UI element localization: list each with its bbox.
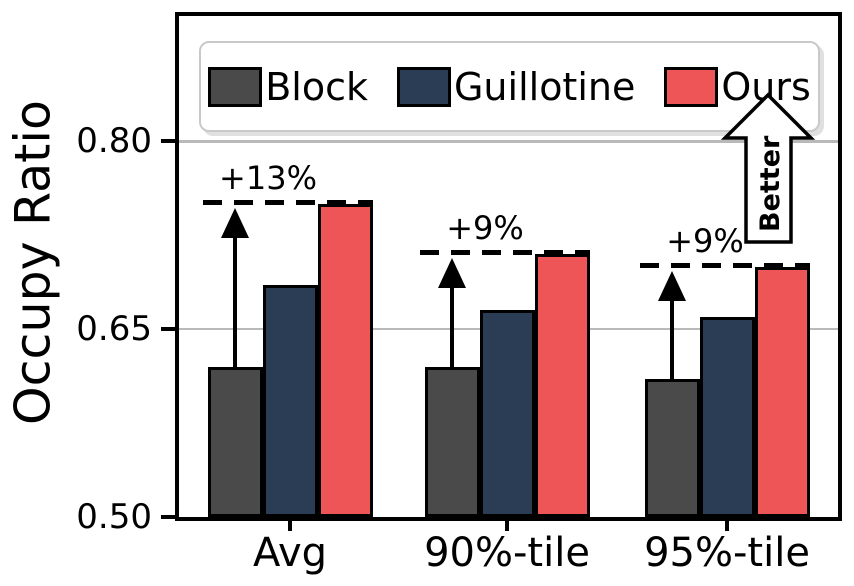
gain-arrow-shaft-1 [450, 261, 454, 367]
x-tick-label-2: 95%-tile [644, 530, 810, 576]
x-tick-mark-0 [288, 517, 292, 531]
better-arrow-shape [720, 92, 816, 244]
y-tick-mark-0.8 [161, 139, 178, 144]
bar-block-95%-tile [644, 379, 700, 517]
legend-item-guillotine: Guillotine [396, 64, 636, 109]
legend: Block Guillotine Ours [199, 41, 820, 132]
legend-label-guillotine: Guillotine [453, 64, 636, 109]
y-tick-label-0.5: 0.50 [76, 497, 152, 537]
bar-block-avg [207, 366, 263, 517]
x-tick-mark-2 [725, 517, 729, 531]
bar-block-90%-tile [424, 366, 480, 517]
gain-arrow-shaft-2 [670, 274, 674, 380]
bar-guillotine-95%-tile [699, 316, 755, 517]
gain-dash-line-0 [203, 199, 373, 205]
gain-arrow-shaft-0 [233, 211, 237, 367]
bar-ours-avg [317, 203, 373, 517]
x-tick-label-1: 90%-tile [424, 530, 590, 576]
legend-swatch-ours [664, 66, 719, 107]
legend-label-block: Block [265, 64, 368, 109]
y-tick-mark-0.5 [161, 515, 178, 519]
bar-guillotine-90%-tile [479, 310, 535, 517]
bar-guillotine-avg [262, 285, 318, 517]
x-tick-mark-1 [505, 517, 509, 531]
y-tick-label-0.8: 0.80 [76, 121, 152, 162]
legend-swatch-guillotine [396, 66, 451, 107]
better-arrow-label: Better [755, 135, 786, 232]
y-tick-label-0.65: 0.65 [76, 309, 152, 350]
legend-swatch-block [208, 66, 263, 107]
legend-item-block: Block [208, 64, 368, 109]
gain-label-2: +9% [666, 221, 744, 260]
gain-dash-line-1 [420, 249, 590, 255]
gain-label-1: +9% [446, 208, 524, 247]
better-arrow: Better [720, 92, 816, 244]
gain-label-0: +13% [219, 158, 317, 197]
gridline-0.8 [179, 140, 838, 143]
gain-dash-line-2 [640, 262, 810, 268]
y-tick-mark-0.65 [161, 327, 178, 332]
x-tick-label-0: Avg [252, 530, 328, 576]
bar-ours-90%-tile [534, 253, 590, 517]
bar-ours-95%-tile [754, 266, 810, 517]
